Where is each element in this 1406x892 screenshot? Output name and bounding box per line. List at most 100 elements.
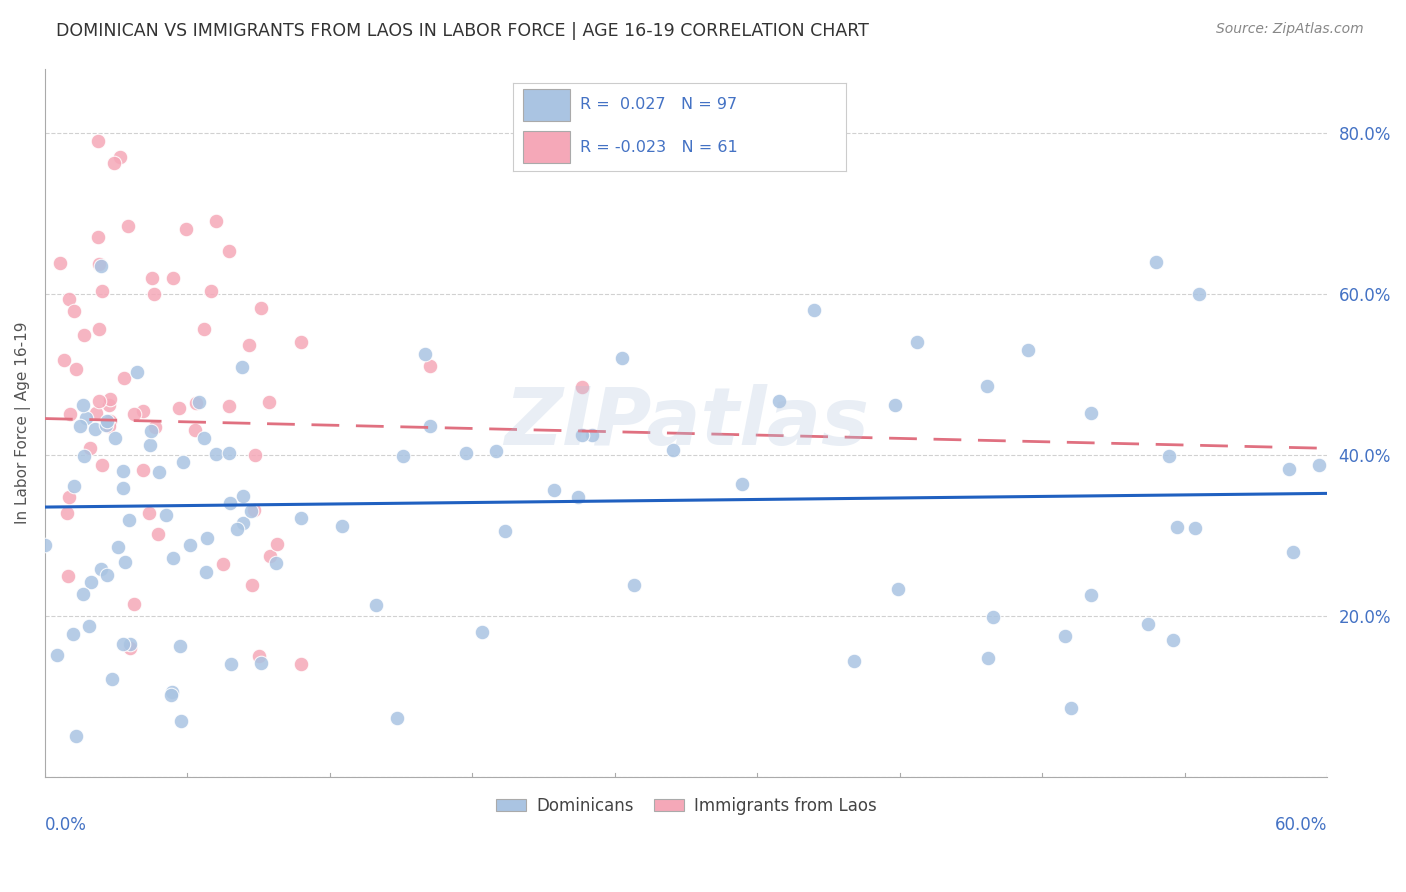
Point [219, 657, 242, 671]
Point [80, 575, 103, 590]
Point [72, 328, 94, 343]
Point [169, 401, 191, 415]
Point [1159, 450, 1181, 464]
Point [108, 150, 131, 164]
Point [75, 410, 97, 425]
Point [34, 538, 56, 552]
Point [330, 519, 353, 533]
Point [471, 625, 494, 640]
Point [172, 455, 194, 469]
Point [419, 359, 441, 374]
Point [571, 380, 593, 394]
Point [239, 504, 262, 518]
Point [218, 399, 240, 413]
Point [1188, 286, 1211, 301]
Point [250, 657, 273, 671]
Point [155, 508, 177, 522]
Point [69, 418, 91, 433]
Point [290, 657, 312, 671]
Point [1136, 616, 1159, 631]
Point [494, 524, 516, 538]
Legend: Dominicans, Immigrants from Laos: Dominicans, Immigrants from Laos [489, 790, 883, 822]
Point [89, 322, 111, 336]
Point [63, 304, 86, 318]
Point [160, 685, 183, 699]
Point [111, 636, 134, 650]
Point [981, 610, 1004, 624]
Point [1080, 406, 1102, 420]
Point [454, 446, 477, 460]
Point [218, 445, 240, 459]
Point [87, 230, 110, 244]
Point [976, 379, 998, 393]
Point [87, 257, 110, 271]
Point [194, 565, 217, 579]
Point [138, 507, 160, 521]
Point [543, 483, 565, 497]
Point [100, 672, 122, 686]
Point [132, 462, 155, 476]
Point [662, 443, 685, 458]
Point [146, 526, 169, 541]
Point [266, 537, 288, 551]
Point [1163, 632, 1185, 647]
Point [842, 654, 865, 668]
Point [162, 550, 184, 565]
Point [52, 353, 75, 368]
Point [112, 464, 135, 478]
Point [200, 284, 222, 298]
Point [90, 562, 112, 576]
Point [63, 479, 86, 493]
Point [90, 259, 112, 273]
Point [84, 421, 107, 435]
Point [45, 648, 67, 662]
Point [218, 244, 240, 259]
Point [232, 489, 254, 503]
Point [1308, 458, 1330, 472]
Point [610, 351, 633, 366]
Point [290, 335, 312, 350]
Point [162, 270, 184, 285]
Point [107, 540, 129, 554]
Point [1184, 521, 1206, 535]
Point [259, 549, 281, 563]
Point [62, 627, 84, 641]
Point [242, 577, 264, 591]
Point [65, 730, 87, 744]
Point [72, 587, 94, 601]
Point [97, 418, 120, 433]
Text: DOMINICAN VS IMMIGRANTS FROM LAOS IN LABOR FORCE | AGE 16-19 CORRELATION CHART: DOMINICAN VS IMMIGRANTS FROM LAOS IN LAB… [56, 22, 869, 40]
Point [187, 394, 209, 409]
Point [65, 362, 87, 376]
Point [96, 414, 118, 428]
Point [73, 449, 96, 463]
Point [56, 506, 79, 520]
Point [886, 582, 908, 596]
Point [905, 334, 928, 349]
Point [79, 441, 101, 455]
Point [1144, 254, 1167, 268]
Point [1017, 343, 1039, 358]
Point [98, 414, 121, 428]
Point [132, 403, 155, 417]
Point [205, 214, 228, 228]
Point [112, 370, 135, 384]
Point [159, 688, 181, 702]
Point [169, 639, 191, 653]
Point [485, 443, 508, 458]
Text: Source: ZipAtlas.com: Source: ZipAtlas.com [1216, 22, 1364, 37]
Point [138, 438, 160, 452]
Point [94, 418, 117, 433]
Point [184, 396, 207, 410]
Y-axis label: In Labor Force | Age 16-19: In Labor Force | Age 16-19 [15, 321, 31, 524]
Point [103, 156, 125, 170]
Point [118, 637, 141, 651]
Point [56, 569, 79, 583]
Point [1282, 545, 1305, 559]
Point [768, 393, 790, 408]
Point [111, 481, 134, 495]
Point [385, 711, 408, 725]
Point [122, 597, 145, 611]
Point [1060, 701, 1083, 715]
Point [193, 321, 215, 335]
